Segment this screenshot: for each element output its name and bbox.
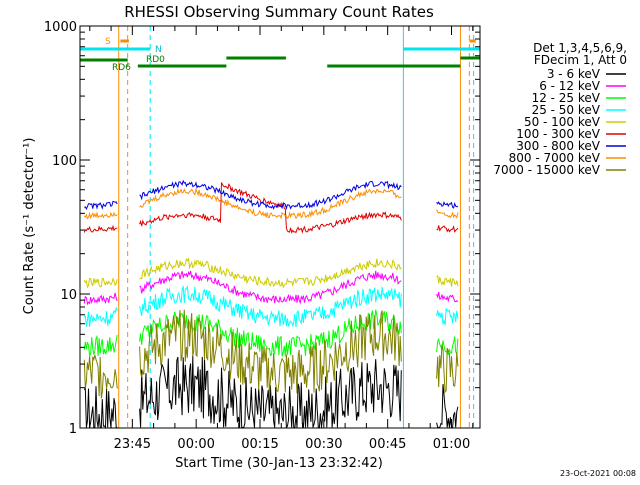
- series-line: [436, 274, 459, 287]
- x-tick-label: 23:45: [114, 437, 151, 452]
- series-line: [83, 292, 118, 306]
- legend-label: 6 - 12 keV: [539, 79, 601, 93]
- x-tick-label: 01:00: [433, 437, 470, 452]
- legend-label: 3 - 6 keV: [547, 67, 601, 81]
- series-line: [139, 179, 402, 210]
- series-line: [436, 201, 459, 209]
- x-tick-label: 00:15: [241, 437, 278, 452]
- series-line: [139, 309, 402, 397]
- series-line: [139, 309, 402, 357]
- series-line: [83, 306, 118, 327]
- x-tick-label: 00:30: [305, 437, 342, 452]
- chart-title: RHESSI Observing Summary Count Rates: [124, 3, 434, 21]
- series-line: [83, 211, 118, 220]
- y-tick-label: 1: [69, 422, 77, 437]
- series-line: [139, 182, 402, 234]
- night-flag-label: N: [155, 45, 162, 55]
- legend-label: 800 - 7000 keV: [509, 151, 601, 165]
- series-trace: [83, 187, 459, 220]
- series-trace: [83, 285, 459, 328]
- y-tick-label: 1000: [44, 20, 77, 35]
- series-line: [436, 384, 459, 428]
- series-trace: [83, 182, 459, 234]
- series-line: [436, 308, 459, 326]
- series-line: [83, 224, 118, 233]
- series-line: [139, 355, 402, 429]
- y-tick-label: 10: [60, 288, 77, 303]
- series-line: [139, 187, 402, 220]
- series-trace: [83, 309, 459, 399]
- rd6-flag-label: RD6: [112, 63, 131, 73]
- legend-label: 100 - 300 keV: [516, 127, 600, 141]
- series-line: [436, 292, 459, 303]
- plot-frame: [79, 25, 481, 429]
- legend-label: 300 - 800 keV: [516, 139, 600, 153]
- series-line: [139, 257, 402, 289]
- x-axis-label: Start Time (30-Jan-13 23:32:42): [175, 456, 383, 471]
- series-line: [436, 209, 459, 219]
- legend-header: FDecim 1, Att 0: [534, 53, 627, 67]
- legend-label: 12 - 25 keV: [532, 91, 601, 105]
- y-tick-label: 100: [52, 154, 77, 169]
- series-line: [436, 344, 459, 394]
- series-line: [83, 277, 118, 289]
- rd0-flag-label: RD0: [146, 55, 165, 65]
- series-trace: [83, 309, 459, 358]
- x-tick-label: 00:45: [369, 437, 406, 452]
- series-trace: [84, 179, 459, 211]
- series-line: [139, 270, 402, 305]
- series-trace: [83, 270, 459, 306]
- x-tick-label: 00:00: [177, 437, 214, 452]
- legend-label: 25 - 50 keV: [532, 103, 601, 117]
- legend-label: 50 - 100 keV: [524, 115, 601, 129]
- series-line: [84, 200, 118, 211]
- y-axis-label: Count Rate (s⁻¹ detector⁻¹): [22, 138, 37, 315]
- series-line: [436, 224, 459, 233]
- legend-header: Det 1,3,4,5,6,9,: [533, 41, 627, 55]
- legend-label: 7000 - 15000 keV: [493, 163, 600, 177]
- series-line: [83, 334, 118, 358]
- series-trace: [83, 257, 459, 289]
- series-line: [139, 285, 402, 328]
- series-line: [83, 354, 118, 399]
- saa-flag-label: S: [105, 37, 111, 47]
- timestamp: 23-Oct-2021 00:08: [560, 469, 636, 478]
